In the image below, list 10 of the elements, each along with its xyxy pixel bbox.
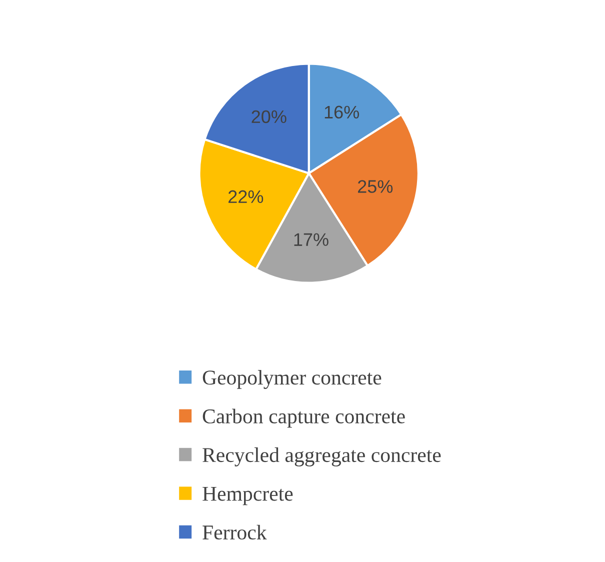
legend-label: Recycled aggregate concrete: [202, 447, 441, 466]
legend-label: Hempcrete: [202, 486, 293, 506]
data-label: 17%: [294, 233, 328, 246]
legend-label: Carbon capture concrete: [202, 408, 405, 428]
data-label: 20%: [252, 110, 286, 124]
data-label: 25%: [358, 180, 393, 193]
data-label: 22%: [228, 190, 264, 204]
legend-label: Ferrock: [202, 524, 267, 540]
legend-label: Geopolymer concrete: [202, 370, 382, 389]
data-label: 16%: [324, 106, 360, 119]
